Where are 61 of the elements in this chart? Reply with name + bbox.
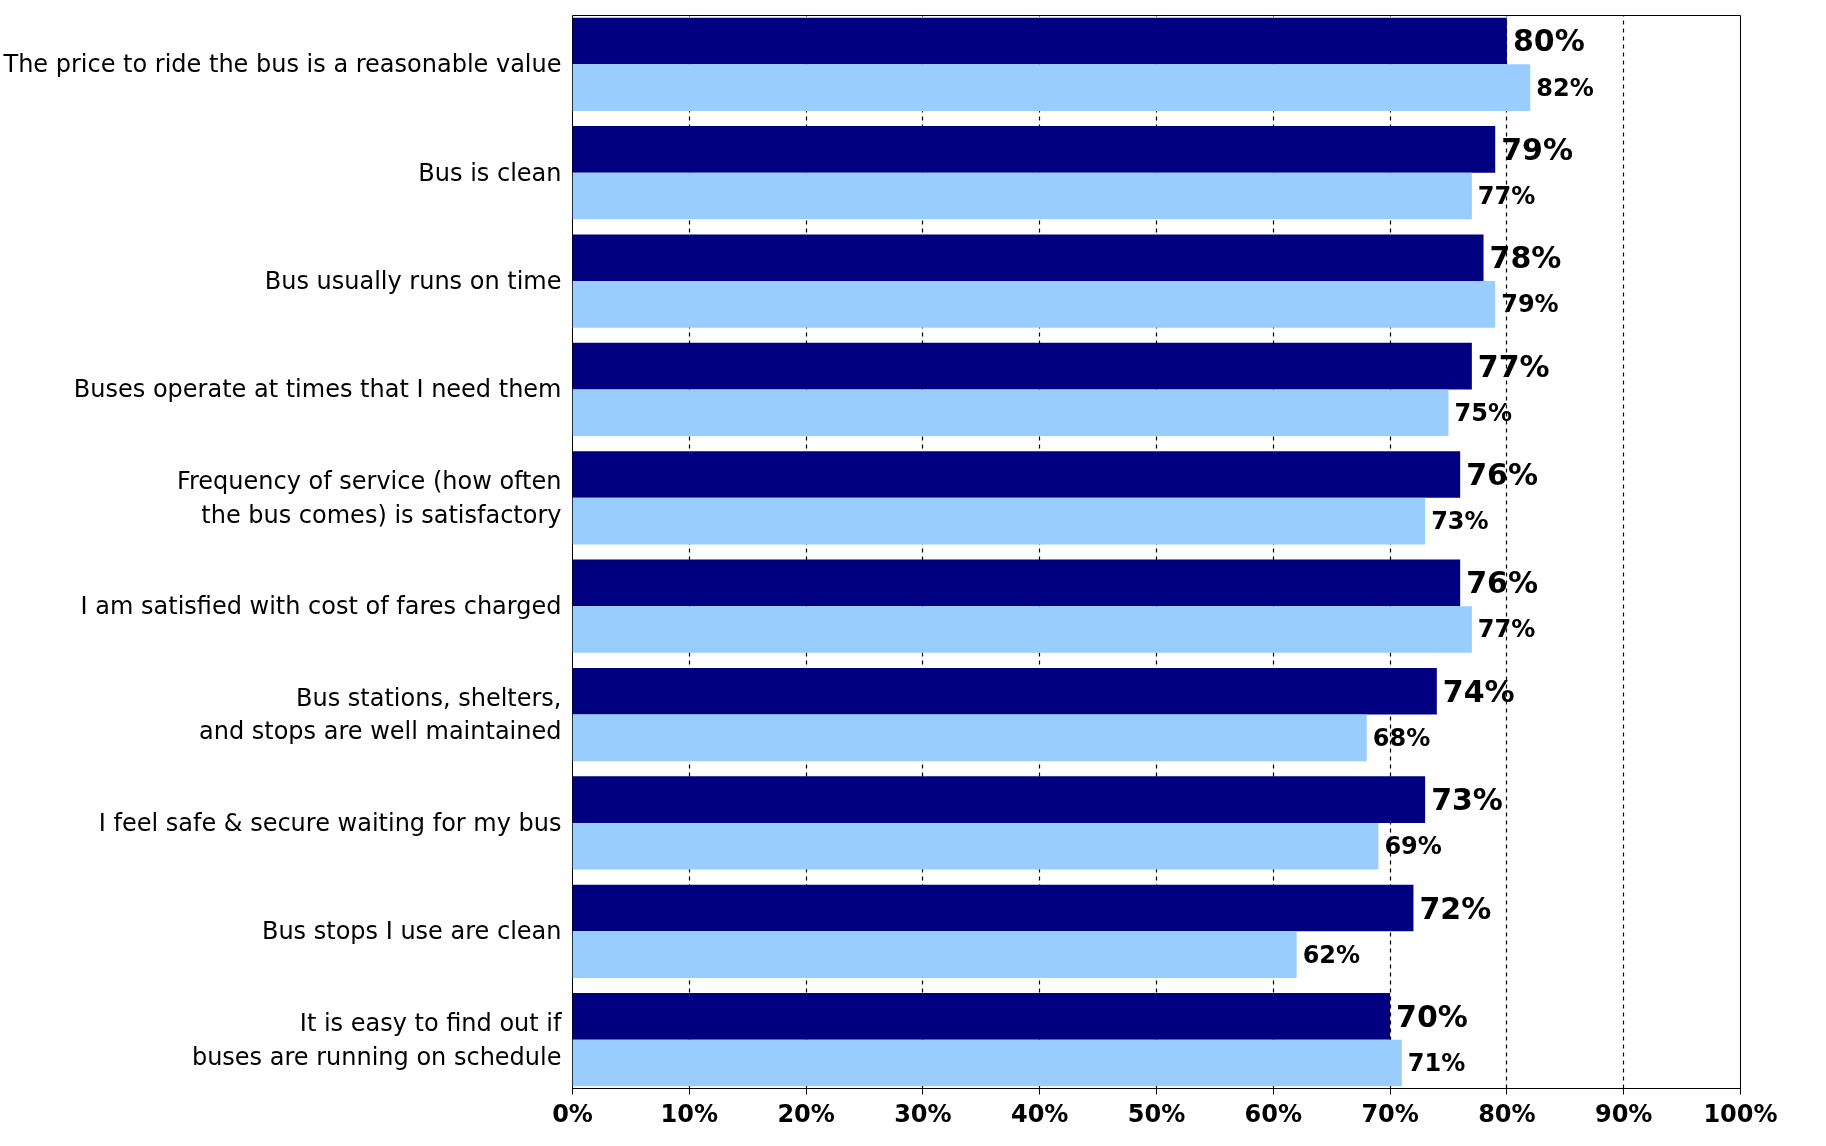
bar [572, 776, 1426, 823]
bar [572, 17, 1507, 65]
bar [572, 342, 1472, 390]
bar [572, 1039, 1402, 1087]
bar [572, 884, 1414, 932]
text: 77% [1477, 181, 1536, 210]
text: 74% [1442, 673, 1515, 709]
bar [572, 389, 1449, 437]
x-tick-label: 30% [894, 1099, 952, 1128]
text: 72% [1419, 890, 1492, 926]
text: 70% [1396, 998, 1468, 1034]
x-tick-label: 60% [1244, 1099, 1303, 1128]
text: 77% [1477, 348, 1550, 384]
bar [572, 667, 1437, 715]
x-tick-label: 20% [777, 1099, 835, 1128]
bar [572, 126, 1496, 173]
text: 78% [1489, 240, 1562, 276]
y-tick-label: I am satisfied with cost of fares charged [80, 592, 562, 621]
bar [572, 714, 1367, 762]
bar [572, 931, 1297, 978]
text: 76% [1466, 457, 1538, 493]
bar [572, 172, 1472, 220]
y-tick-label: I feel safe & secure waiting for my bus [98, 808, 562, 837]
bar [572, 559, 1461, 607]
text: 79% [1501, 290, 1559, 319]
text: 79% [1501, 131, 1574, 167]
text: 73% [1431, 507, 1489, 536]
text: 62% [1302, 940, 1361, 969]
x-tick-label: 10% [660, 1099, 719, 1128]
text: 75% [1454, 398, 1512, 427]
x-tick-label: 100% [1703, 1099, 1778, 1128]
text: 77% [1477, 615, 1536, 644]
y-tick-label: Bus usually runs on time [264, 267, 562, 296]
y-tick-label: Buses operate at times that I need them [73, 375, 562, 404]
bar [572, 234, 1484, 282]
text: 82% [1536, 73, 1594, 102]
x-tick-label: 80% [1478, 1099, 1536, 1128]
bar [572, 993, 1391, 1040]
bar [572, 64, 1531, 111]
text: 80% [1512, 23, 1585, 59]
bar [572, 497, 1426, 545]
x-tick-label: 40% [1010, 1099, 1069, 1128]
text: 76% [1466, 565, 1538, 601]
x-tick-label: 70% [1361, 1099, 1419, 1128]
text: 69% [1384, 832, 1442, 861]
x-tick-label: 0% [552, 1099, 593, 1128]
text: 71% [1407, 1049, 1466, 1078]
y-tick-label: Bus is clean [418, 158, 562, 187]
bar [572, 281, 1496, 328]
y-tick-label: The price to ride the bus is a reasonable value [2, 50, 562, 79]
y-tick-label: It is easy to find out if buses are running on schedule [191, 1008, 563, 1071]
y-tick-label: Frequency of service (how often the bus comes) is satisfactory [176, 467, 562, 529]
x-tick-label: 90% [1594, 1099, 1653, 1128]
bar [572, 606, 1472, 653]
bar [572, 822, 1379, 870]
y-tick-label: Bus stops I use are clean [261, 917, 562, 946]
text: 73% [1431, 782, 1503, 818]
text: 68% [1372, 723, 1431, 752]
bar [572, 451, 1461, 498]
y-tick-label: Bus stations, shelters, and stops are well maintained [198, 683, 562, 746]
x-tick-label: 50% [1127, 1099, 1186, 1128]
